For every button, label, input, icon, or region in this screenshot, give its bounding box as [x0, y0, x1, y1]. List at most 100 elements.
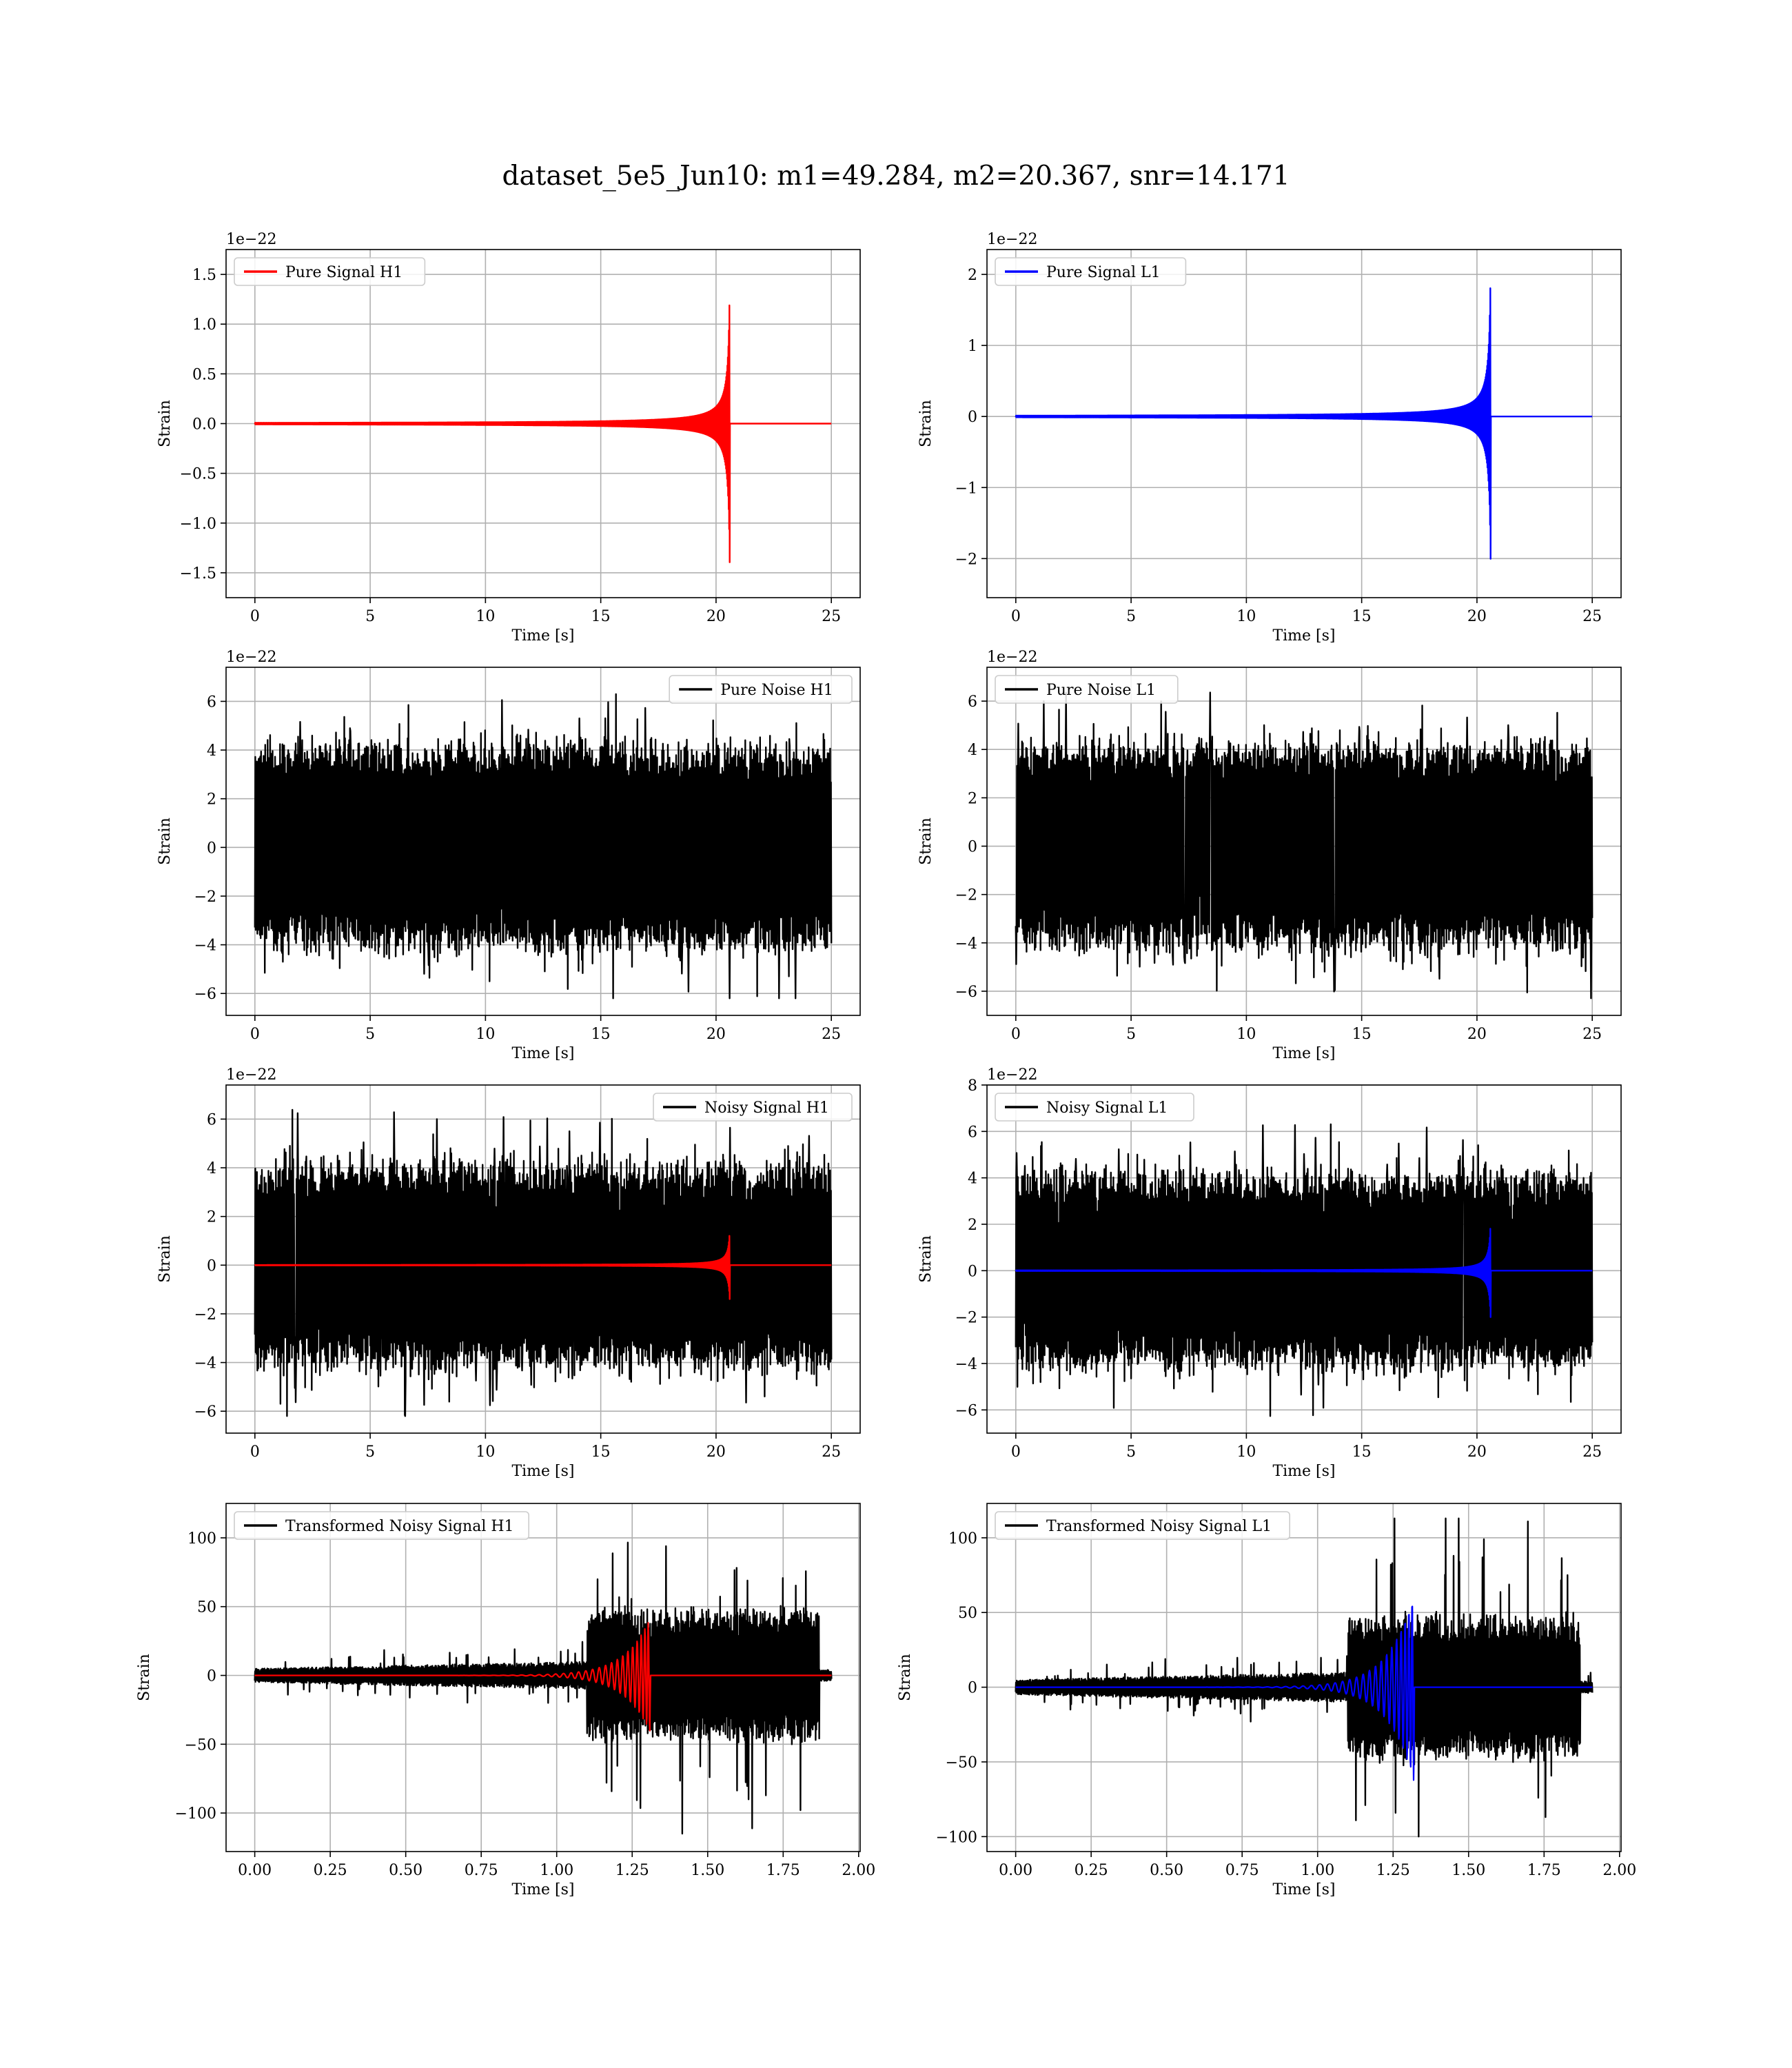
x-tick-label: 10 — [476, 1026, 495, 1043]
panel-pure-signal-h1: 0 5 10 15 20 25 −1.5 −1.0 −0.5 0.0 0.5 1.0 1.5 Time [… — [156, 231, 861, 645]
y-tick-label: 0 — [968, 839, 977, 856]
x-tick-label: 0 — [250, 1026, 260, 1043]
y-tick-label: −2 — [955, 887, 977, 904]
legend: Noisy Signal H1 — [653, 1093, 853, 1122]
axes-frame — [986, 667, 1622, 1016]
x-axis-label: Time [s] — [511, 627, 574, 645]
x-tick-label: 2.00 — [1602, 1862, 1636, 1879]
x-tick-label: 15 — [1352, 608, 1372, 625]
series-line-pure-signal-l1 — [1015, 287, 1593, 560]
x-tick-label: 0.25 — [1075, 1862, 1108, 1879]
legend-label: Transformed Noisy Signal L1 — [1046, 1518, 1272, 1535]
y-tick-label: 50 — [197, 1599, 216, 1616]
series-group — [254, 304, 832, 563]
x-tick-label: 5 — [1126, 1443, 1136, 1461]
offset-text: 1e−22 — [226, 1066, 276, 1084]
panel-pure-noise-h1: 0 5 10 15 20 25 −6 −4 −2 0 2 4 6 Time [s] Strain 1e−22 P… — [156, 649, 861, 1062]
y-tick-label: −100 — [936, 1829, 977, 1846]
y-tick-label: 50 — [958, 1605, 977, 1622]
y-axis-label: Strain — [917, 818, 935, 865]
y-tick-label: 0 — [968, 409, 977, 426]
y-tick-label: 6 — [968, 693, 977, 711]
series-line-transformed-noisy-signal-l1-overlay — [1015, 1605, 1593, 1781]
x-tick-label: 0.00 — [238, 1862, 272, 1879]
legend: Noisy Signal L1 — [995, 1093, 1194, 1122]
x-tick-label: 0 — [250, 1443, 260, 1461]
legend: Transformed Noisy Signal L1 — [995, 1511, 1291, 1540]
y-tick-label: 100 — [948, 1530, 977, 1548]
figure-title: dataset_5e5_Jun10: m1=49.284, m2=20.367,… — [502, 161, 1290, 192]
x-tick-label: 1.75 — [766, 1862, 800, 1879]
y-tick-label: 0 — [207, 1257, 216, 1275]
y-tick-label: −6 — [194, 1403, 216, 1421]
panel-pure-signal-l1: 0 5 10 15 20 25 −2 −1 0 1 2 Time [s] Strain 1e−22 Pure… — [917, 231, 1622, 645]
series-group — [1015, 1123, 1594, 1417]
x-tick-label: 15 — [1352, 1026, 1372, 1043]
legend-box — [234, 257, 426, 286]
y-axis-label: Strain — [156, 818, 174, 865]
x-tick-label: 5 — [365, 1026, 375, 1043]
x-tick-label: 0 — [1011, 608, 1021, 625]
y-tick-label: −6 — [955, 984, 977, 1001]
y-tick-label: 4 — [968, 742, 977, 759]
x-axis-label: Time [s] — [511, 1881, 574, 1898]
x-tick-label: 25 — [1582, 608, 1602, 625]
legend-label: Pure Signal L1 — [1046, 264, 1161, 281]
y-tick-label: 6 — [968, 1124, 977, 1141]
y-tick-label: −6 — [955, 1402, 977, 1419]
x-tick-label: 0.75 — [465, 1862, 498, 1879]
y-tick-label: 2 — [968, 1217, 977, 1234]
legend-box — [995, 257, 1187, 286]
y-tick-label: −2 — [194, 889, 216, 906]
x-tick-label: 0 — [1011, 1026, 1021, 1043]
legend: Pure Signal H1 — [234, 257, 426, 286]
panel-transformed-noisy-signal-l1: 0.00 0.25 0.50 0.75 1.00 1.25 1.50 1.75 2.00 −100… — [897, 1503, 1636, 1898]
x-tick-label: 1.75 — [1527, 1862, 1561, 1879]
y-tick-label: −1.5 — [180, 565, 216, 582]
legend-label: Noisy Signal H1 — [704, 1099, 829, 1117]
x-tick-label: 2.00 — [842, 1862, 875, 1879]
x-tick-label: 0 — [1011, 1443, 1021, 1461]
x-tick-label: 10 — [1236, 1026, 1256, 1043]
x-axis-label: Time [s] — [1272, 627, 1335, 645]
y-tick-label: −1.0 — [180, 516, 216, 533]
x-tick-label: 20 — [706, 608, 726, 625]
panel-transformed-noisy-signal-h1: 0.00 0.25 0.50 0.75 1.00 1.25 1.50 1.75 2.00 −100… — [136, 1503, 875, 1898]
y-axis-label: Strain — [897, 1654, 914, 1701]
x-tick-label: 1.50 — [1452, 1862, 1485, 1879]
y-tick-label: −2 — [194, 1306, 216, 1324]
x-axis-label: Time [s] — [1272, 1463, 1335, 1480]
y-tick-label: 0 — [207, 1668, 216, 1685]
legend-box — [995, 1511, 1291, 1540]
x-tick-label: 25 — [822, 1026, 841, 1043]
series-line-noisy-signal-l1-overlay — [1015, 1228, 1593, 1318]
x-tick-label: 25 — [1582, 1026, 1602, 1043]
legend-box — [995, 1093, 1194, 1122]
x-tick-label: 10 — [476, 608, 495, 625]
x-axis-label: Time [s] — [1272, 1881, 1335, 1898]
offset-text: 1e−22 — [226, 231, 276, 248]
x-tick-label: 1.50 — [691, 1862, 724, 1879]
series-group — [254, 1108, 833, 1417]
x-tick-label: 15 — [591, 1026, 611, 1043]
series-line-noisy-signal-l1 — [1015, 1123, 1594, 1417]
y-axis-label: Strain — [136, 1654, 153, 1701]
series-group — [254, 1541, 833, 1835]
y-tick-label: −2 — [955, 551, 977, 568]
x-tick-label: 0.50 — [389, 1862, 422, 1879]
y-tick-label: −6 — [194, 986, 216, 1003]
y-tick-label: −50 — [946, 1754, 977, 1772]
y-tick-label: 0 — [968, 1263, 977, 1280]
offset-text: 1e−22 — [226, 649, 276, 666]
offset-text: 1e−22 — [987, 231, 1037, 248]
legend-label: Noisy Signal L1 — [1046, 1099, 1168, 1117]
legend-box — [995, 675, 1179, 704]
panel-noisy-signal-h1: 0 5 10 15 20 25 −6 −4 −2 0 2 4 6 Time [s] Strain 1e−22 N… — [156, 1066, 861, 1480]
series-line-pure-noise-l1 — [1015, 691, 1594, 1000]
legend-label: Pure Signal H1 — [285, 264, 403, 281]
y-tick-label: 6 — [207, 693, 216, 711]
offset-text: 1e−22 — [987, 1066, 1037, 1084]
series-group — [1015, 1517, 1594, 1838]
